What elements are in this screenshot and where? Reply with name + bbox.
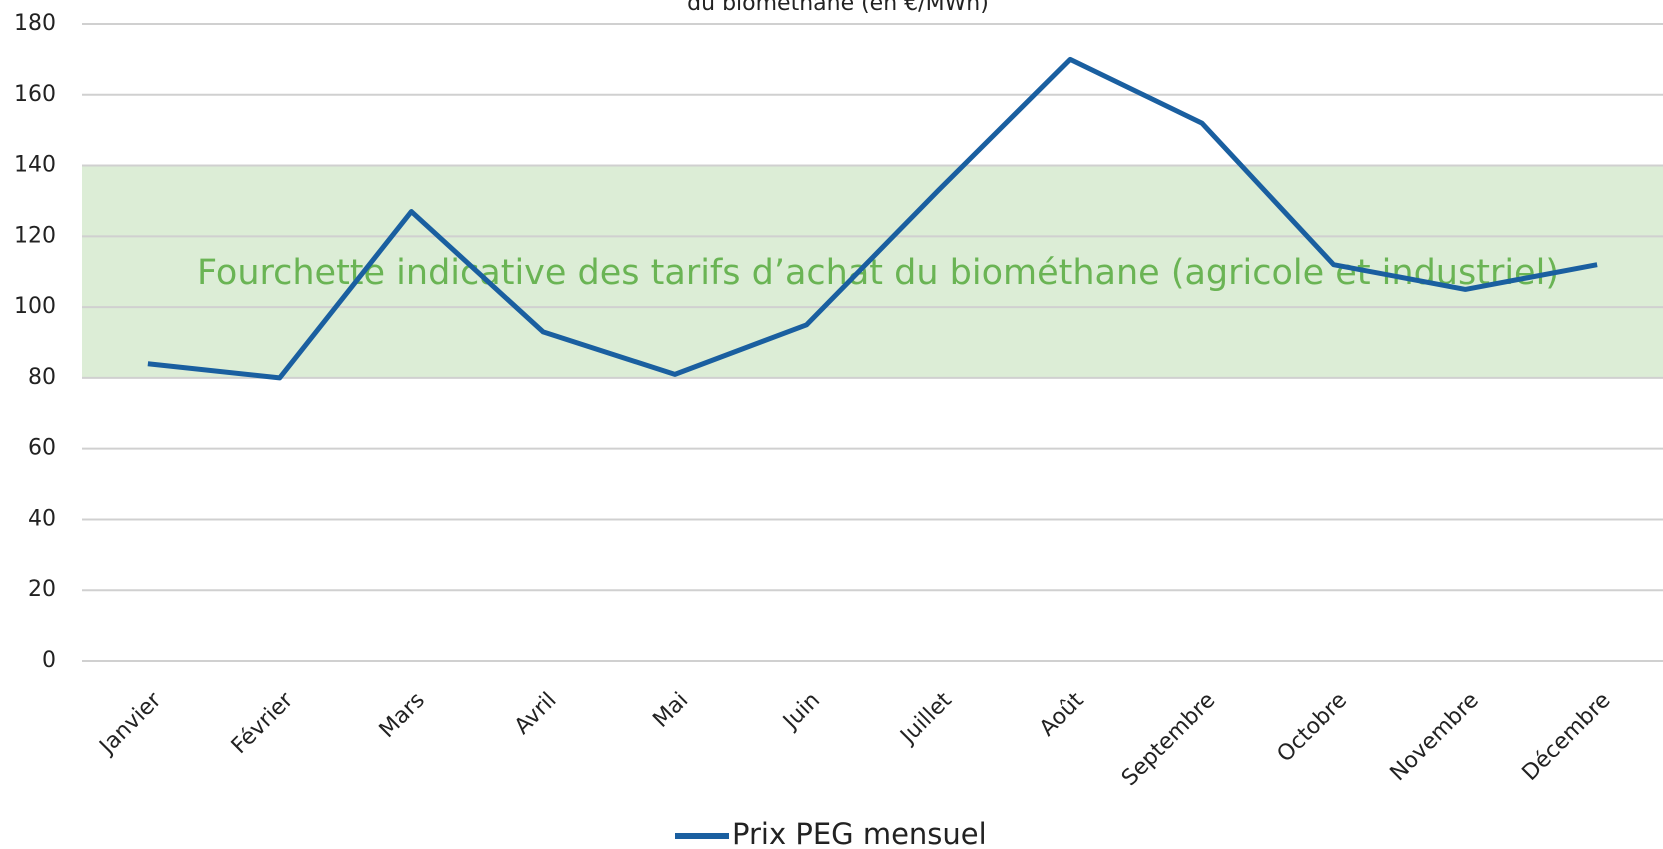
- x-tick-label: Novembre: [1386, 688, 1484, 786]
- y-tick-label: 60: [28, 436, 56, 461]
- x-tick-label: Août: [1035, 688, 1089, 742]
- y-tick-label: 120: [14, 223, 56, 248]
- range-band: [82, 165, 1663, 378]
- x-tick-label: Avril: [510, 688, 562, 740]
- y-tick-label: 100: [14, 294, 56, 319]
- y-tick-label: 40: [28, 506, 56, 531]
- y-tick-label: 0: [42, 648, 56, 673]
- x-tick-label: Septembre: [1117, 688, 1220, 791]
- y-tick-label: 160: [14, 82, 56, 107]
- x-tick-label: Mai: [648, 688, 693, 733]
- x-tick-label: Juillet: [895, 688, 957, 750]
- x-tick-label: Mars: [375, 688, 430, 743]
- y-tick-label: 140: [14, 153, 56, 178]
- y-tick-label: 180: [14, 11, 56, 36]
- chart-title: du biométhane (en €/MWh): [687, 0, 989, 16]
- legend-label: Prix PEG mensuel: [732, 817, 987, 849]
- x-tick-label: Janvier: [94, 687, 167, 760]
- x-tick-label: Juin: [777, 688, 825, 736]
- x-tick-label: Février: [227, 687, 299, 759]
- x-tick-label: Octobre: [1273, 688, 1353, 768]
- x-tick-label: Décembre: [1518, 688, 1616, 786]
- y-tick-label: 80: [28, 365, 56, 390]
- y-tick-label: 20: [28, 577, 56, 602]
- series-line: [147, 56, 1598, 381]
- band-label: Fourchette indicative des tarifs d’achat…: [197, 253, 1559, 293]
